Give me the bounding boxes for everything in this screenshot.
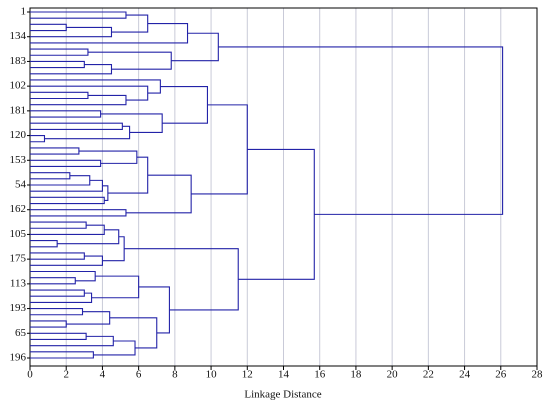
dendrogram-link (30, 110, 102, 118)
dendrogram-link (30, 196, 105, 205)
dendrogram-link (124, 248, 239, 311)
dendrogram-link (30, 292, 93, 303)
dendrogram-link (30, 320, 67, 328)
x-tick-label: 22 (423, 369, 434, 381)
dendrogram-link (107, 156, 149, 194)
dendrogram-link (30, 11, 127, 19)
dendrogram-link (30, 308, 84, 316)
leaf-label: 183 (10, 55, 27, 67)
dendrogram-link (30, 147, 80, 155)
dendrogram-link (30, 79, 161, 94)
leaf-label: 193 (10, 302, 27, 314)
dendrogram-link (30, 172, 71, 180)
leaf-label: 65 (15, 327, 27, 339)
dendrogram-link (30, 277, 76, 285)
dendrogram-link (30, 23, 67, 32)
leaf-label: 196 (10, 352, 27, 364)
dendrogram-link (91, 275, 140, 299)
dendrogram-link (30, 335, 114, 347)
dendrogram-link (102, 236, 125, 262)
dendrogram-link (171, 32, 219, 62)
x-tick-label: 24 (459, 369, 471, 381)
dendrogram-link (102, 185, 109, 201)
dendrogram-link (93, 340, 136, 356)
dendrogram-link (30, 94, 127, 106)
x-tick-label: 26 (495, 369, 507, 381)
dendrogram-link (30, 85, 149, 101)
dendrogram-link (30, 351, 94, 359)
dendrogram-link (109, 317, 158, 349)
x-tick-label: 10 (206, 369, 218, 381)
dendrogram-link (30, 48, 89, 56)
dendrogram-link (30, 26, 113, 38)
dendrogram-link (30, 175, 91, 186)
leaf-label: 113 (10, 277, 27, 289)
dendrogram-link (78, 150, 138, 164)
dendrogram-link (125, 174, 192, 214)
x-axis-label: Linkage Distance (244, 389, 321, 401)
x-tick-label: 8 (172, 369, 178, 381)
leaf-label: 162 (10, 203, 27, 215)
leaf-label: 102 (10, 80, 27, 92)
dendrogram-link (30, 91, 89, 100)
x-tick-label: 14 (278, 369, 290, 381)
x-tick-label: 20 (387, 369, 399, 381)
dendrogram-link (30, 289, 85, 297)
leaf-label: 181 (10, 104, 27, 116)
dendrogram-link (30, 63, 113, 75)
x-tick-label: 4 (100, 369, 106, 381)
x-tick-label: 18 (350, 369, 362, 381)
dendrogram-link (66, 311, 111, 325)
dendrogram-link (138, 286, 170, 334)
x-tick-label: 6 (136, 369, 142, 381)
dendrogram-link (30, 224, 105, 235)
x-tick-label: 2 (63, 369, 69, 381)
dendrogram-link (30, 23, 189, 44)
dendrogram-link (87, 51, 172, 70)
dendrogram-link (160, 85, 208, 124)
dendrogram-link (30, 332, 87, 341)
x-tick-label: 12 (242, 369, 253, 381)
dendrogram-link (100, 113, 163, 134)
leaf-label: 105 (10, 228, 27, 240)
leaf-label: 54 (15, 179, 27, 191)
dendrogram-link (30, 159, 102, 168)
dendrogram-link (238, 148, 315, 280)
dendrogram-link (30, 252, 85, 260)
dendrogram-link (30, 60, 85, 69)
leaf-label: 120 (10, 129, 27, 141)
leaf-label: 1 (21, 6, 27, 18)
dendrogram-link (30, 270, 96, 282)
dendrogram-link (30, 221, 87, 229)
leaf-label: 175 (10, 253, 27, 265)
dendrogram-link (30, 240, 58, 248)
leaf-label: 153 (10, 154, 27, 166)
dendrogram-link (30, 135, 46, 143)
dendrogram-link (30, 209, 127, 217)
dendrogram-link (218, 46, 504, 215)
dendrogram-link (44, 125, 131, 140)
dendrogram-link (191, 104, 248, 195)
plot-frame (29, 7, 538, 367)
dendrogram-link (111, 14, 149, 33)
x-tick-label: 0 (27, 369, 33, 381)
leaf-label: 134 (10, 30, 27, 42)
x-tick-label: 28 (532, 369, 544, 381)
dendrogram-link (30, 122, 123, 130)
x-tick-label: 16 (314, 369, 326, 381)
